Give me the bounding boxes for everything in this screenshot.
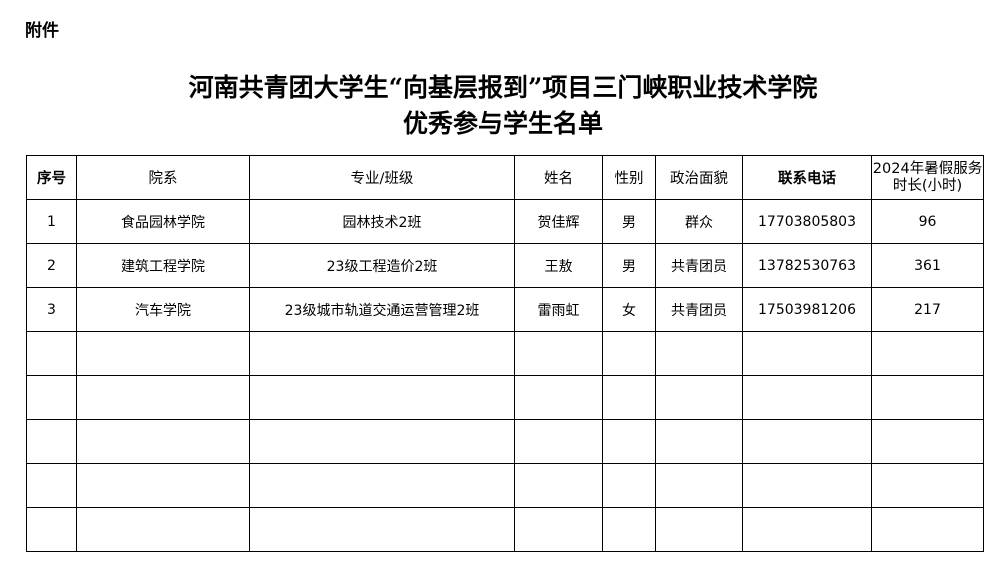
cell-political-status: 群众 <box>655 199 743 244</box>
empty-table-row <box>26 331 984 376</box>
cell-service-hours <box>871 507 984 552</box>
cell-service-hours <box>871 331 984 376</box>
cell-major-class <box>249 331 515 376</box>
header-major-class: 专业/班级 <box>249 155 515 200</box>
cell-major-class <box>249 375 515 420</box>
student-list-table: 序号 院系 专业/班级 姓名 性别 政治面貌 联系电话 2024年暑假服务时长(… <box>26 155 984 552</box>
cell-index: 2 <box>26 243 77 288</box>
cell-gender <box>602 375 656 420</box>
cell-phone <box>742 375 872 420</box>
cell-phone <box>742 331 872 376</box>
cell-department <box>76 331 250 376</box>
empty-table-row <box>26 463 984 508</box>
cell-political-status: 共青团员 <box>655 287 743 332</box>
cell-political-status <box>655 463 743 508</box>
header-department: 院系 <box>76 155 250 200</box>
document-title-line1: 河南共青团大学生“向基层报到”项目三门峡职业技术学院 <box>188 73 818 102</box>
cell-name <box>514 419 603 464</box>
cell-service-hours <box>871 375 984 420</box>
table-row: 2 建筑工程学院 23级工程造价2班 王敖男共青团员 13782530763 361 <box>26 243 984 288</box>
header-gender: 性别 <box>602 155 656 200</box>
cell-service-hours: 96 <box>871 199 984 244</box>
cell-name <box>514 331 603 376</box>
cell-index <box>26 463 77 508</box>
cell-major-class: 23级工程造价2班 <box>249 243 515 288</box>
cell-gender: 女 <box>602 287 656 332</box>
table-row: 1 食品园林学院 园林技术2班 贺佳辉男群众 17703805803 96 <box>26 199 984 244</box>
cell-gender: 男 <box>602 199 656 244</box>
header-service-hours: 2024年暑假服务时长(小时) <box>871 155 984 200</box>
cell-index <box>26 375 77 420</box>
cell-name <box>514 375 603 420</box>
cell-major-class <box>249 463 515 508</box>
cell-department <box>76 375 250 420</box>
cell-major-class <box>249 419 515 464</box>
cell-political-status: 共青团员 <box>655 243 743 288</box>
cell-phone: 17703805803 <box>742 199 872 244</box>
document-title-line2: 优秀参与学生名单 <box>402 109 603 138</box>
header-name: 姓名 <box>514 155 603 200</box>
table-header-row: 序号 院系 专业/班级 姓名 性别 政治面貌 联系电话 2024年暑假服务时长(… <box>26 155 984 200</box>
cell-gender <box>602 419 656 464</box>
cell-department: 食品园林学院 <box>76 199 250 244</box>
cell-name: 贺佳辉 <box>514 199 603 244</box>
cell-service-hours: 361 <box>871 243 984 288</box>
cell-gender <box>602 331 656 376</box>
cell-political-status <box>655 375 743 420</box>
cell-major-class <box>249 507 515 552</box>
cell-gender <box>602 463 656 508</box>
cell-political-status <box>655 507 743 552</box>
cell-department <box>76 507 250 552</box>
cell-department: 汽车学院 <box>76 287 250 332</box>
cell-major-class: 园林技术2班 <box>249 199 515 244</box>
cell-service-hours: 217 <box>871 287 984 332</box>
cell-phone <box>742 507 872 552</box>
empty-table-row <box>26 419 984 464</box>
cell-political-status <box>655 331 743 376</box>
cell-phone: 17503981206 <box>742 287 872 332</box>
cell-name <box>514 507 603 552</box>
cell-gender: 男 <box>602 243 656 288</box>
cell-department: 建筑工程学院 <box>76 243 250 288</box>
cell-index: 3 <box>26 287 77 332</box>
header-phone: 联系电话 <box>742 155 872 200</box>
cell-name <box>514 463 603 508</box>
cell-phone: 13782530763 <box>742 243 872 288</box>
header-political-status: 政治面貌 <box>655 155 743 200</box>
cell-political-status <box>655 419 743 464</box>
cell-name: 王敖 <box>514 243 603 288</box>
cell-index <box>26 331 77 376</box>
cell-index: 1 <box>26 199 77 244</box>
attachment-label: 附件 <box>25 21 59 41</box>
empty-table-row <box>26 375 984 420</box>
cell-major-class: 23级城市轨道交通运营管理2班 <box>249 287 515 332</box>
cell-gender <box>602 507 656 552</box>
cell-service-hours <box>871 463 984 508</box>
cell-department <box>76 463 250 508</box>
header-index: 序号 <box>26 155 77 200</box>
cell-index <box>26 507 77 552</box>
empty-table-row <box>26 507 984 552</box>
cell-department <box>76 419 250 464</box>
cell-phone <box>742 419 872 464</box>
table-row: 3 汽车学院 23级城市轨道交通运营管理2班 雷雨虹女共青团员 17503981206 2… <box>26 287 984 332</box>
cell-name: 雷雨虹 <box>514 287 603 332</box>
cell-index <box>26 419 77 464</box>
cell-service-hours <box>871 419 984 464</box>
cell-phone <box>742 463 872 508</box>
